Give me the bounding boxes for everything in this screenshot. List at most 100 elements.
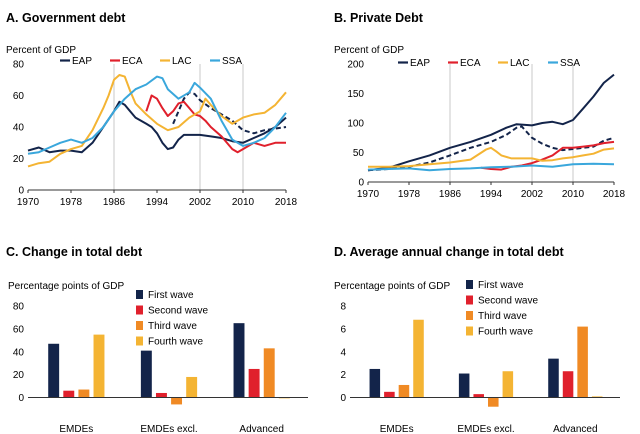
bar-third-wave — [398, 384, 410, 398]
legend-label: First wave — [478, 280, 524, 291]
legend: First wave Second wave Third wave Fourth wa… — [466, 280, 538, 338]
legend-swatch — [136, 321, 143, 330]
bar-third-wave — [171, 397, 183, 405]
bar-second-wave — [562, 371, 574, 398]
series-line-lac — [368, 146, 615, 168]
y-tick-label: 20 — [13, 370, 25, 381]
legend-swatch — [136, 305, 143, 315]
bar-third-wave — [78, 389, 90, 398]
series-line-eap-dashed — [367, 125, 615, 172]
category-label: Advanced — [553, 424, 597, 434]
y-tick-label: 8 — [340, 302, 346, 313]
bar-first-wave — [233, 323, 245, 398]
y-tick-label: 60 — [13, 324, 25, 335]
chart-d-group: D. Average annual change in total debt Pe… — [334, 245, 620, 434]
y-tick-label: 0 — [18, 393, 24, 404]
legend: First wave Second wave Third wave Fourth wa… — [136, 290, 208, 348]
legend-label: Second wave — [148, 306, 208, 317]
legend-label: ECA — [122, 56, 143, 67]
y-axis-label: Percent of GDP — [6, 45, 76, 56]
series-line-ssa — [27, 75, 287, 155]
y-axis-label: Percentage points of GDP — [334, 281, 451, 292]
chart-title: A. Government debt — [6, 11, 126, 25]
legend-label: LAC — [172, 56, 191, 67]
x-tick-label: 2010 — [562, 189, 585, 200]
bar-third-wave — [488, 397, 499, 407]
chart-title: D. Average annual change in total debt — [334, 245, 565, 259]
legend: EAP ECA LAC SSA — [60, 56, 242, 67]
bar-third-wave — [263, 348, 275, 398]
legend-label: Third wave — [478, 311, 527, 322]
bar-second-wave — [63, 390, 75, 398]
bar-fourth-wave — [591, 396, 603, 398]
bar-second-wave — [384, 391, 395, 398]
y-tick-label: 20 — [13, 154, 25, 165]
y-tick-label: 2 — [340, 370, 346, 381]
bar-fourth-wave — [93, 334, 105, 398]
y-tick-label: 0 — [340, 393, 346, 404]
legend-label: Fourth wave — [478, 327, 533, 338]
chart-b-group: B. Private Debt Percent of GDP 0 50 100 150 20… — [334, 11, 626, 200]
chart-title: C. Change in total debt — [6, 245, 143, 259]
y-tick-label: 100 — [347, 119, 364, 130]
bar-second-wave — [248, 368, 260, 398]
series-line-lac — [27, 74, 287, 168]
x-tick-label: 1978 — [398, 189, 421, 200]
x-tick-label: 2018 — [603, 189, 626, 200]
x-tick-label: 2002 — [189, 197, 212, 208]
bar-fourth-wave — [186, 376, 198, 398]
series-line-ssa — [367, 162, 615, 172]
x-tick-label: 1986 — [103, 197, 126, 208]
legend-swatch — [136, 336, 143, 346]
category-label: EMDEs excl. — [457, 424, 514, 434]
y-tick-label: 80 — [13, 302, 25, 313]
legend-swatch — [466, 326, 473, 336]
bar-first-wave — [140, 350, 152, 398]
series-line-eap-dashed — [172, 91, 287, 135]
x-tick-label: 2002 — [521, 189, 544, 200]
bar-fourth-wave — [413, 319, 424, 398]
x-tick-label: 2010 — [232, 197, 255, 208]
legend-swatch — [466, 295, 473, 305]
chart-c-group: C. Change in total debt Percentage points… — [6, 245, 308, 434]
y-tick-label: 150 — [347, 89, 364, 100]
bar-second-wave — [155, 392, 167, 398]
x-tick-label: 1994 — [146, 197, 169, 208]
legend-label: EAP — [72, 56, 92, 67]
legend-label: First wave — [148, 290, 194, 301]
legend-label: Second wave — [478, 296, 538, 307]
bar-first-wave — [458, 373, 470, 398]
y-tick-label: 50 — [353, 148, 365, 159]
legend-label: Third wave — [148, 321, 197, 332]
bar-first-wave — [369, 368, 381, 398]
y-tick-label: 40 — [13, 347, 25, 358]
y-tick-label: 40 — [13, 123, 25, 134]
y-axis-label: Percentage points of GDP — [8, 281, 125, 292]
bar-first-wave — [48, 343, 60, 398]
series-line-eca — [480, 140, 615, 171]
legend-label: Fourth wave — [148, 337, 203, 348]
y-tick-label: 4 — [340, 347, 346, 358]
bar-fourth-wave — [502, 371, 514, 398]
legend-label: EAP — [410, 58, 430, 69]
legend: EAP ECA LAC SSA — [398, 58, 580, 69]
x-tick-label: 1994 — [480, 189, 503, 200]
category-label: EMDEs — [380, 424, 414, 434]
y-tick-label: 6 — [340, 324, 346, 335]
x-tick-label: 1970 — [17, 197, 40, 208]
bar-third-wave — [577, 326, 588, 398]
x-tick-label: 1970 — [357, 189, 380, 200]
legend-swatch — [466, 311, 473, 320]
series-line-eap — [367, 73, 615, 172]
chart-title: B. Private Debt — [334, 11, 424, 25]
category-label: Advanced — [239, 424, 283, 434]
x-tick-label: 1986 — [439, 189, 462, 200]
bar-second-wave — [473, 394, 484, 398]
bar-first-wave — [548, 358, 559, 398]
legend-swatch — [136, 290, 143, 299]
chart-a-group: A. Government debt Percent of GDP 0 20 40 60 8… — [6, 11, 298, 208]
category-label: EMDEs excl. — [140, 424, 197, 434]
x-tick-label: 2018 — [275, 197, 298, 208]
y-tick-label: 0 — [358, 178, 364, 189]
